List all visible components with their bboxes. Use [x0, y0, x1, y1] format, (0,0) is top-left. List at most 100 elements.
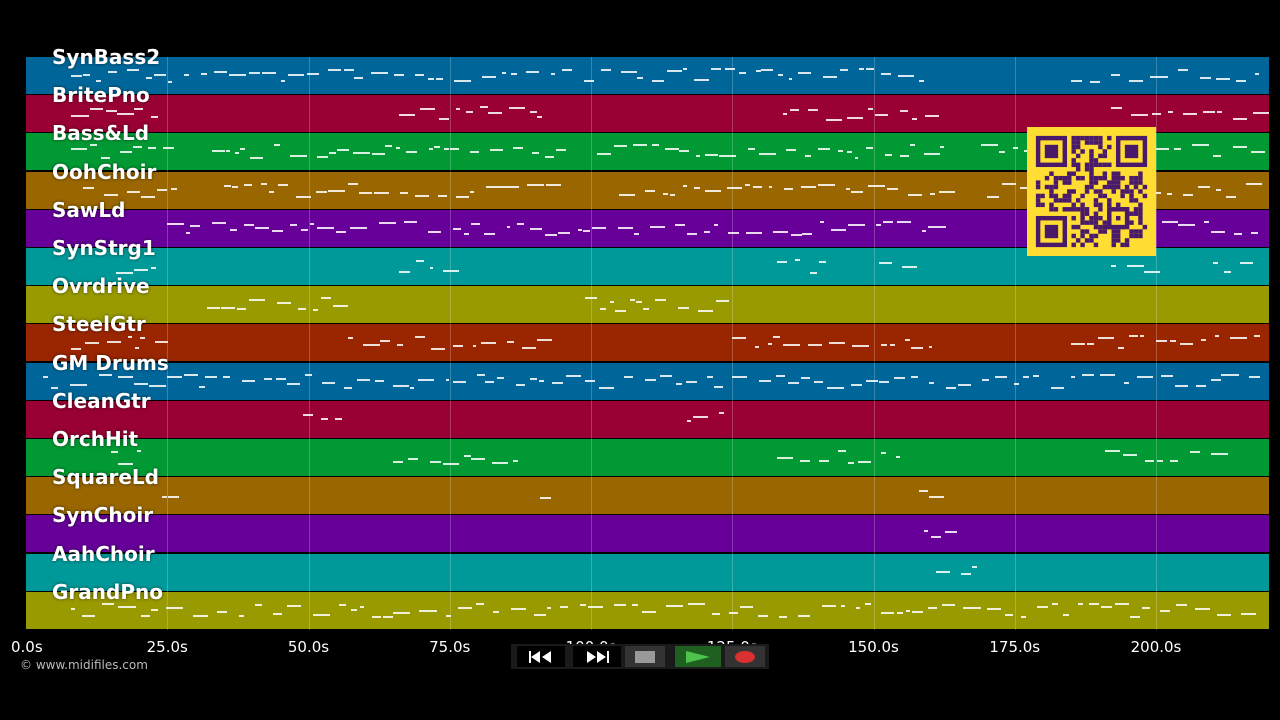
midi-note — [688, 602, 705, 605]
midi-note — [1110, 107, 1123, 110]
play-button[interactable] — [675, 646, 721, 667]
midi-note — [272, 229, 284, 232]
midi-note — [1177, 69, 1188, 71]
midi-note — [655, 299, 667, 302]
midi-note — [343, 386, 353, 389]
stop-icon — [635, 650, 655, 663]
midi-note — [1230, 337, 1248, 340]
midi-note — [1183, 193, 1193, 196]
midi-note — [577, 228, 582, 231]
midi-note — [880, 452, 887, 454]
time-gridline — [1156, 57, 1157, 630]
midi-note — [1150, 76, 1168, 78]
midi-note — [893, 376, 905, 379]
midi-note — [439, 118, 449, 121]
midi-note — [600, 308, 607, 311]
lane-divider — [26, 247, 1269, 248]
midi-note — [601, 69, 612, 71]
midi-note — [171, 187, 177, 190]
midi-note — [909, 144, 915, 147]
midi-note — [818, 148, 831, 151]
midi-note — [676, 382, 683, 385]
midi-note — [551, 73, 555, 75]
track-lane — [26, 324, 1269, 362]
track-label: OrchHit — [52, 427, 139, 451]
midi-note — [823, 76, 837, 78]
midi-note — [287, 604, 302, 607]
midi-note — [240, 148, 245, 151]
midi-note — [761, 69, 774, 71]
midi-note — [790, 109, 799, 112]
midi-note — [429, 267, 434, 269]
midi-note — [544, 233, 558, 236]
rewind-icon — [529, 650, 551, 663]
piano-roll[interactable] — [26, 57, 1269, 630]
midi-note — [118, 605, 136, 608]
midi-note — [942, 603, 955, 606]
midi-note — [510, 73, 518, 75]
fast-forward-button[interactable] — [573, 646, 621, 667]
midi-note — [213, 71, 227, 73]
midi-note — [632, 603, 638, 606]
midi-note — [101, 157, 110, 160]
midi-note — [682, 68, 688, 70]
midi-note — [150, 608, 159, 611]
midi-note — [874, 114, 889, 117]
midi-note — [96, 80, 101, 82]
midi-note — [930, 192, 936, 195]
midi-note — [141, 614, 151, 617]
midi-note — [919, 80, 925, 82]
midi-note — [349, 226, 368, 229]
lane-divider — [26, 170, 1269, 172]
midi-note — [82, 74, 90, 76]
midi-note — [755, 346, 759, 349]
midi-note — [438, 194, 448, 197]
midi-note — [1071, 343, 1086, 346]
midi-note — [1077, 602, 1084, 605]
midi-note — [615, 310, 627, 313]
track-label: CleanGtr — [52, 388, 151, 413]
midi-note — [469, 151, 480, 154]
midi-note — [818, 460, 830, 462]
midi-note — [506, 225, 511, 228]
track-label: SynStrg1 — [52, 236, 156, 260]
midi-note — [307, 73, 319, 75]
midi-note — [407, 458, 419, 460]
midi-note — [852, 345, 869, 348]
midi-note — [420, 108, 436, 111]
midi-note — [537, 339, 553, 342]
midi-note — [562, 69, 572, 71]
midi-note — [476, 602, 484, 605]
track-lane — [26, 439, 1269, 476]
midi-note — [745, 183, 751, 186]
midi-note — [1123, 454, 1138, 456]
midi-note — [651, 80, 665, 82]
track-label: SteelGtr — [52, 312, 146, 337]
midi-note — [585, 297, 598, 300]
midi-note — [127, 190, 141, 193]
midi-note — [50, 386, 59, 389]
midi-note — [527, 183, 544, 186]
rewind-button[interactable] — [517, 646, 565, 667]
midi-note — [430, 461, 441, 463]
midi-note — [1203, 220, 1209, 223]
midi-note — [280, 80, 286, 82]
midi-note — [609, 301, 614, 304]
midi-note — [660, 374, 673, 377]
midi-note — [928, 606, 937, 609]
track-label: GrandPno — [52, 579, 163, 604]
midi-note — [1177, 223, 1195, 226]
midi-note — [161, 496, 168, 499]
record-button[interactable] — [725, 646, 765, 667]
midi-note — [166, 375, 182, 378]
midi-note — [530, 111, 537, 114]
midi-note — [189, 224, 200, 227]
track-lane — [26, 553, 1269, 591]
midi-note — [455, 108, 461, 111]
midi-note — [921, 229, 926, 232]
midi-note — [558, 231, 571, 234]
stop-button[interactable] — [625, 646, 665, 667]
midi-note — [906, 609, 910, 612]
midi-note — [846, 117, 864, 120]
midi-note — [90, 108, 104, 111]
